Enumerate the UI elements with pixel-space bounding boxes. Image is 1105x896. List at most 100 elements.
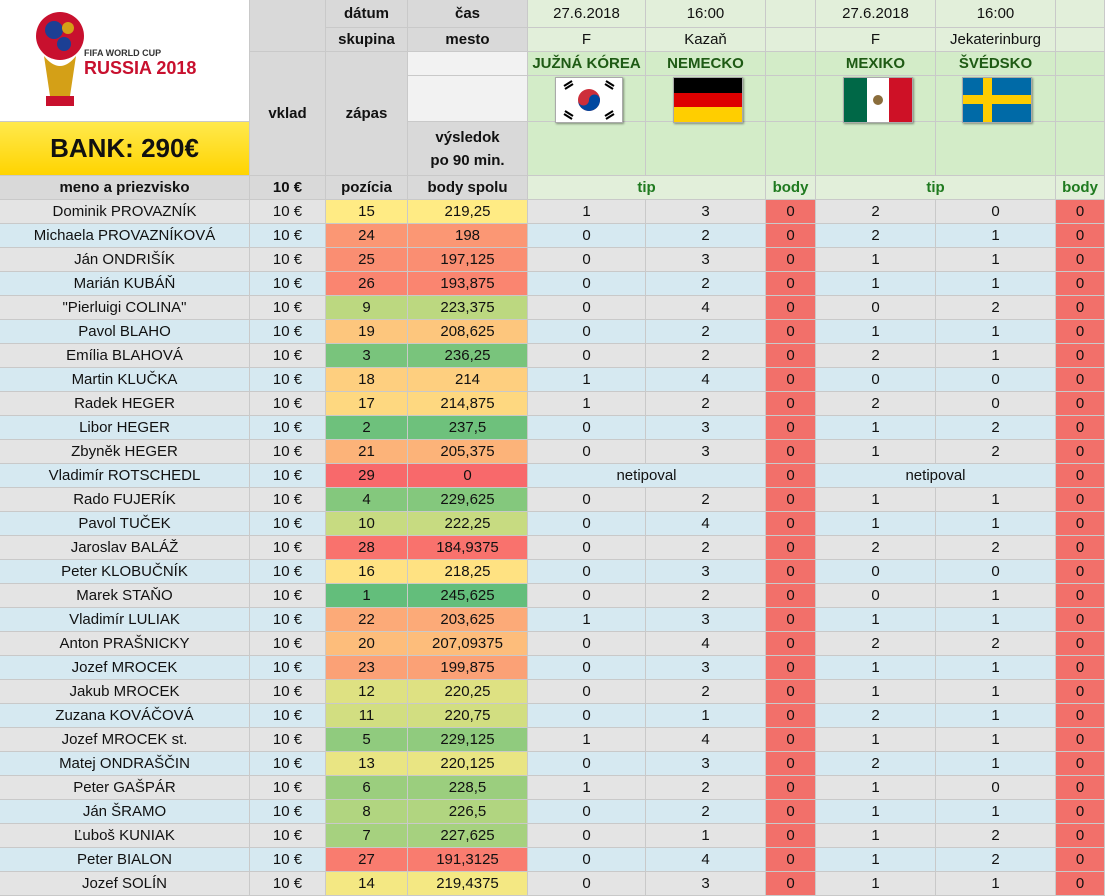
- match2-tip-away[interactable]: 2: [936, 632, 1056, 656]
- match1-points[interactable]: 0: [766, 560, 816, 584]
- participant-total-points[interactable]: 197,125: [408, 248, 528, 272]
- match1-tip-home[interactable]: 0: [528, 416, 646, 440]
- participant-position[interactable]: 23: [326, 656, 408, 680]
- match1-points[interactable]: 0: [766, 440, 816, 464]
- match2-tip-home[interactable]: 1: [816, 440, 936, 464]
- match2-tip-home[interactable]: 2: [816, 200, 936, 224]
- participant-total-points[interactable]: 223,375: [408, 296, 528, 320]
- participant-deposit[interactable]: 10 €: [250, 848, 326, 872]
- match2-tip-away[interactable]: 2: [936, 824, 1056, 848]
- match1-no-tip[interactable]: netipoval: [528, 464, 766, 488]
- participant-deposit[interactable]: 10 €: [250, 344, 326, 368]
- match2-tip-home[interactable]: 1: [816, 848, 936, 872]
- match2-tip-away[interactable]: 2: [936, 296, 1056, 320]
- participant-position[interactable]: 8: [326, 800, 408, 824]
- participant-deposit[interactable]: 10 €: [250, 800, 326, 824]
- match1-tip-away[interactable]: 3: [646, 248, 766, 272]
- match1-points[interactable]: 0: [766, 848, 816, 872]
- match2-tip-home[interactable]: 1: [816, 680, 936, 704]
- participant-name[interactable]: Jaroslav BALÁŽ: [0, 536, 250, 560]
- participant-total-points[interactable]: 184,9375: [408, 536, 528, 560]
- match2-tip-away[interactable]: 2: [936, 536, 1056, 560]
- participant-deposit[interactable]: 10 €: [250, 296, 326, 320]
- participant-deposit[interactable]: 10 €: [250, 536, 326, 560]
- participant-deposit[interactable]: 10 €: [250, 224, 326, 248]
- match1-tip-away[interactable]: 2: [646, 320, 766, 344]
- participant-deposit[interactable]: 10 €: [250, 704, 326, 728]
- participant-position[interactable]: 20: [326, 632, 408, 656]
- match2-tip-home[interactable]: 2: [816, 536, 936, 560]
- match1-tip-away[interactable]: 1: [646, 704, 766, 728]
- match1-tip-home[interactable]: 0: [528, 680, 646, 704]
- participant-total-points[interactable]: 191,3125: [408, 848, 528, 872]
- match2-tip-home[interactable]: 0: [816, 560, 936, 584]
- match1-tip-home[interactable]: 0: [528, 320, 646, 344]
- participant-position[interactable]: 18: [326, 368, 408, 392]
- match1-points[interactable]: 0: [766, 416, 816, 440]
- participant-position[interactable]: 17: [326, 392, 408, 416]
- match1-points[interactable]: 0: [766, 224, 816, 248]
- participant-deposit[interactable]: 10 €: [250, 752, 326, 776]
- match1-tip-home[interactable]: 0: [528, 848, 646, 872]
- participant-deposit[interactable]: 10 €: [250, 416, 326, 440]
- participant-name[interactable]: Marián KUBÁŇ: [0, 272, 250, 296]
- match2-points[interactable]: 0: [1056, 728, 1105, 752]
- match2-points[interactable]: 0: [1056, 704, 1105, 728]
- participant-total-points[interactable]: 236,25: [408, 344, 528, 368]
- participant-name[interactable]: Jozef SOLÍN: [0, 872, 250, 896]
- participant-total-points[interactable]: 222,25: [408, 512, 528, 536]
- participant-name[interactable]: "Pierluigi COLINA": [0, 296, 250, 320]
- participant-position[interactable]: 11: [326, 704, 408, 728]
- match1-tip-home[interactable]: 1: [528, 728, 646, 752]
- participant-name[interactable]: Pavol BLAHO: [0, 320, 250, 344]
- match2-points[interactable]: 0: [1056, 272, 1105, 296]
- match2-tip-away[interactable]: 1: [936, 248, 1056, 272]
- match1-tip-away[interactable]: 3: [646, 656, 766, 680]
- participant-total-points[interactable]: 214: [408, 368, 528, 392]
- participant-name[interactable]: Marek STAŇO: [0, 584, 250, 608]
- match1-tip-away[interactable]: 4: [646, 296, 766, 320]
- match1-tip-home[interactable]: 0: [528, 632, 646, 656]
- match2-tip-home[interactable]: 1: [816, 776, 936, 800]
- participant-position[interactable]: 3: [326, 344, 408, 368]
- participant-deposit[interactable]: 10 €: [250, 320, 326, 344]
- participant-total-points[interactable]: 237,5: [408, 416, 528, 440]
- match2-tip-home[interactable]: 1: [816, 608, 936, 632]
- match2-tip-away[interactable]: 0: [936, 392, 1056, 416]
- participant-total-points[interactable]: 229,625: [408, 488, 528, 512]
- match2-tip-away[interactable]: 1: [936, 872, 1056, 896]
- participant-name[interactable]: Dominik PROVAZNÍK: [0, 200, 250, 224]
- match2-tip-home[interactable]: 2: [816, 752, 936, 776]
- participant-deposit[interactable]: 10 €: [250, 200, 326, 224]
- participant-name[interactable]: Peter GAŠPÁR: [0, 776, 250, 800]
- participant-total-points[interactable]: 214,875: [408, 392, 528, 416]
- match2-points[interactable]: 0: [1056, 536, 1105, 560]
- participant-position[interactable]: 1: [326, 584, 408, 608]
- match1-points[interactable]: 0: [766, 728, 816, 752]
- match1-tip-away[interactable]: 3: [646, 608, 766, 632]
- match1-points[interactable]: 0: [766, 296, 816, 320]
- match1-points[interactable]: 0: [766, 368, 816, 392]
- match1-tip-home[interactable]: 1: [528, 392, 646, 416]
- match1-tip-home[interactable]: 0: [528, 248, 646, 272]
- participant-position[interactable]: 16: [326, 560, 408, 584]
- match2-points[interactable]: 0: [1056, 656, 1105, 680]
- match1-tip-home[interactable]: 0: [528, 224, 646, 248]
- match1-tip-home[interactable]: 0: [528, 584, 646, 608]
- match1-points[interactable]: 0: [766, 392, 816, 416]
- match1-tip-away[interactable]: 2: [646, 800, 766, 824]
- participant-name[interactable]: Jozef MROCEK st.: [0, 728, 250, 752]
- participant-position[interactable]: 24: [326, 224, 408, 248]
- match1-points[interactable]: 0: [766, 536, 816, 560]
- match2-tip-away[interactable]: 1: [936, 800, 1056, 824]
- participant-name[interactable]: Radek HEGER: [0, 392, 250, 416]
- match2-points[interactable]: 0: [1056, 632, 1105, 656]
- match1-points[interactable]: 0: [766, 248, 816, 272]
- participant-deposit[interactable]: 10 €: [250, 560, 326, 584]
- match1-points[interactable]: 0: [766, 824, 816, 848]
- participant-total-points[interactable]: 208,625: [408, 320, 528, 344]
- participant-name[interactable]: Libor HEGER: [0, 416, 250, 440]
- match1-tip-home[interactable]: 0: [528, 536, 646, 560]
- participant-total-points[interactable]: 193,875: [408, 272, 528, 296]
- match2-tip-home[interactable]: 1: [816, 272, 936, 296]
